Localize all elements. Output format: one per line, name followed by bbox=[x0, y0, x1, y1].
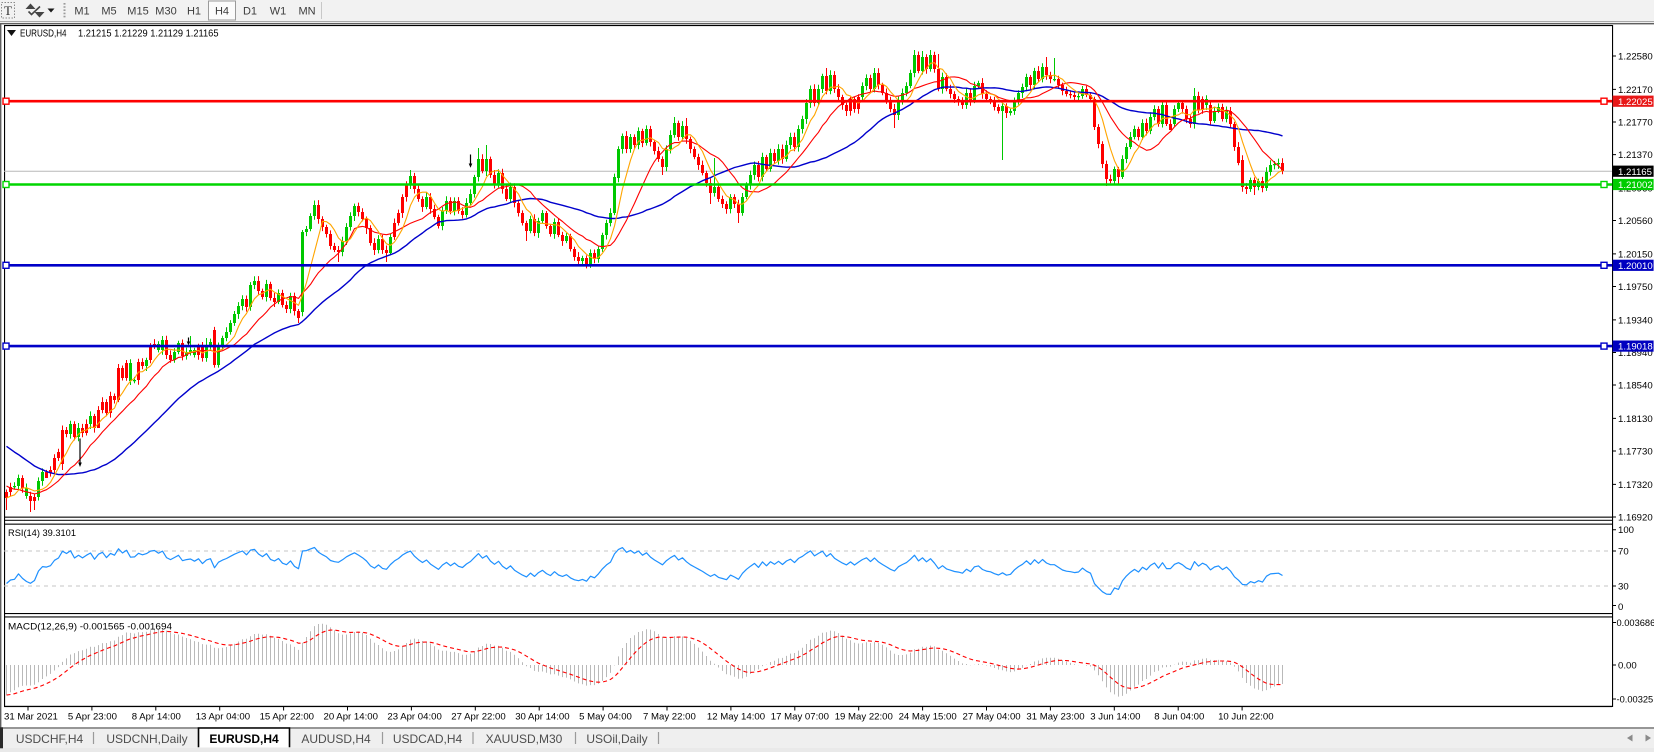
svg-text:1.16920: 1.16920 bbox=[1618, 513, 1653, 524]
svg-text:MACD(12,26,9) -0.001565 -0.001: MACD(12,26,9) -0.001565 -0.001694 bbox=[8, 622, 172, 633]
svg-text:1.21002: 1.21002 bbox=[1618, 180, 1653, 191]
svg-text:0: 0 bbox=[1618, 602, 1623, 613]
svg-text:H1: H1 bbox=[187, 6, 201, 18]
svg-text:MN: MN bbox=[298, 6, 315, 18]
svg-text:1.19018: 1.19018 bbox=[1618, 342, 1653, 353]
svg-text:XAUUSD,M30: XAUUSD,M30 bbox=[486, 732, 563, 746]
svg-text:1.19750: 1.19750 bbox=[1618, 282, 1653, 293]
svg-text:W1: W1 bbox=[270, 6, 287, 18]
svg-text:1.18540: 1.18540 bbox=[1618, 381, 1653, 392]
svg-text:27 Apr 22:00: 27 Apr 22:00 bbox=[451, 712, 505, 723]
svg-text:13 Apr 04:00: 13 Apr 04:00 bbox=[196, 712, 250, 723]
svg-text:EURUSD,H4: EURUSD,H4 bbox=[20, 27, 67, 39]
svg-text:T: T bbox=[4, 3, 12, 18]
svg-text:1.18130: 1.18130 bbox=[1618, 414, 1653, 425]
svg-text:5 May 04:00: 5 May 04:00 bbox=[579, 712, 632, 723]
svg-text:H4: H4 bbox=[215, 6, 229, 18]
svg-text:RSI(14) 39.3101: RSI(14) 39.3101 bbox=[8, 528, 76, 539]
svg-text:1.22025: 1.22025 bbox=[1618, 97, 1653, 108]
svg-text:1.21770: 1.21770 bbox=[1618, 118, 1653, 129]
svg-text:USDCAD,H4: USDCAD,H4 bbox=[393, 732, 463, 746]
svg-text:30: 30 bbox=[1618, 582, 1629, 593]
svg-text:1.21370: 1.21370 bbox=[1618, 150, 1653, 161]
svg-text:8 Apr 14:00: 8 Apr 14:00 bbox=[132, 712, 181, 723]
svg-text:30 Apr 14:00: 30 Apr 14:00 bbox=[515, 712, 569, 723]
svg-text:31 May 23:00: 31 May 23:00 bbox=[1026, 712, 1084, 723]
svg-text:M30: M30 bbox=[155, 6, 176, 18]
svg-text:USDCHF,H4: USDCHF,H4 bbox=[16, 732, 84, 746]
svg-text:5 Apr 23:00: 5 Apr 23:00 bbox=[68, 712, 117, 723]
svg-text:1.18940: 1.18940 bbox=[1618, 348, 1653, 359]
svg-text:M15: M15 bbox=[127, 6, 148, 18]
svg-text:M5: M5 bbox=[101, 6, 116, 18]
svg-text:1.17730: 1.17730 bbox=[1618, 447, 1653, 458]
svg-text:8 Jun 04:00: 8 Jun 04:00 bbox=[1154, 712, 1204, 723]
svg-text:1.22170: 1.22170 bbox=[1618, 85, 1653, 96]
svg-text:1.19340: 1.19340 bbox=[1618, 316, 1653, 327]
svg-text:3 Jun 14:00: 3 Jun 14:00 bbox=[1090, 712, 1140, 723]
svg-text:7 May 22:00: 7 May 22:00 bbox=[643, 712, 696, 723]
svg-text:15 Apr 22:00: 15 Apr 22:00 bbox=[260, 712, 314, 723]
svg-text:D1: D1 bbox=[243, 6, 257, 18]
svg-text:23 Apr 04:00: 23 Apr 04:00 bbox=[387, 712, 441, 723]
svg-text:USDCNH,Daily: USDCNH,Daily bbox=[106, 732, 187, 746]
svg-text:1.20150: 1.20150 bbox=[1618, 250, 1653, 261]
svg-text:1.20010: 1.20010 bbox=[1618, 261, 1653, 272]
svg-text:-0.00325: -0.00325 bbox=[1617, 695, 1654, 705]
svg-text:10 Jun 22:00: 10 Jun 22:00 bbox=[1218, 712, 1273, 723]
svg-text:1.22580: 1.22580 bbox=[1618, 52, 1653, 63]
svg-text:1.21165: 1.21165 bbox=[1618, 167, 1652, 178]
svg-text:0.00: 0.00 bbox=[1618, 661, 1637, 672]
svg-text:24 May 15:00: 24 May 15:00 bbox=[899, 712, 957, 723]
svg-text:100: 100 bbox=[1618, 525, 1634, 536]
svg-text:31 Mar 2021: 31 Mar 2021 bbox=[4, 712, 58, 723]
svg-text:USOil,Daily: USOil,Daily bbox=[586, 732, 647, 746]
svg-text:EURUSD,H4: EURUSD,H4 bbox=[209, 732, 279, 746]
svg-text:70: 70 bbox=[1618, 547, 1629, 558]
svg-text:AUDUSD,H4: AUDUSD,H4 bbox=[301, 732, 371, 746]
svg-text:17 May 07:00: 17 May 07:00 bbox=[771, 712, 829, 723]
svg-text:19 May 22:00: 19 May 22:00 bbox=[835, 712, 893, 723]
svg-text:0.003686: 0.003686 bbox=[1617, 618, 1654, 628]
svg-text:1.20560: 1.20560 bbox=[1618, 216, 1653, 227]
svg-text:1.17320: 1.17320 bbox=[1618, 480, 1653, 491]
svg-text:12 May 14:00: 12 May 14:00 bbox=[707, 712, 765, 723]
svg-text:20 Apr 14:00: 20 Apr 14:00 bbox=[324, 712, 378, 723]
svg-text:M1: M1 bbox=[74, 6, 89, 18]
svg-text:27 May 04:00: 27 May 04:00 bbox=[963, 712, 1021, 723]
svg-text:1.21215 1.21229 1.21129 1.2116: 1.21215 1.21229 1.21129 1.21165 bbox=[78, 27, 219, 39]
